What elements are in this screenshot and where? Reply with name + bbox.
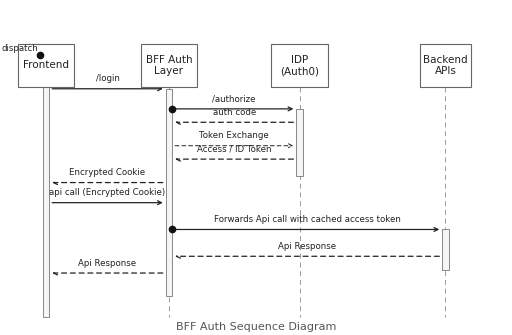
Text: Forwards Api call with cached access token: Forwards Api call with cached access tok… <box>214 215 400 224</box>
Text: Api Response: Api Response <box>278 242 336 251</box>
Text: BFF Auth Sequence Diagram: BFF Auth Sequence Diagram <box>176 322 336 332</box>
Text: Api Response: Api Response <box>78 259 137 268</box>
Text: IDP
(Auth0): IDP (Auth0) <box>280 55 319 76</box>
Bar <box>271 44 328 87</box>
Text: Frontend: Frontend <box>23 60 69 70</box>
Text: Token Exchange: Token Exchange <box>199 131 269 140</box>
Text: /login: /login <box>96 74 119 83</box>
Bar <box>42 55 49 317</box>
Bar <box>442 229 449 270</box>
Bar <box>420 44 471 87</box>
Text: dispatch: dispatch <box>2 44 38 53</box>
Text: /authorize: /authorize <box>212 94 256 104</box>
Text: Encrypted Cookie: Encrypted Cookie <box>70 168 145 177</box>
Bar <box>166 89 172 296</box>
Text: api call (Encrypted Cookie): api call (Encrypted Cookie) <box>50 188 165 197</box>
Text: auth code: auth code <box>212 108 256 117</box>
Text: Backend
APIs: Backend APIs <box>423 55 468 76</box>
Text: Access / ID Token: Access / ID Token <box>197 145 271 154</box>
Bar <box>18 44 74 87</box>
Bar <box>296 109 303 176</box>
Text: BFF Auth
Layer: BFF Auth Layer <box>145 55 193 76</box>
Bar <box>141 44 197 87</box>
